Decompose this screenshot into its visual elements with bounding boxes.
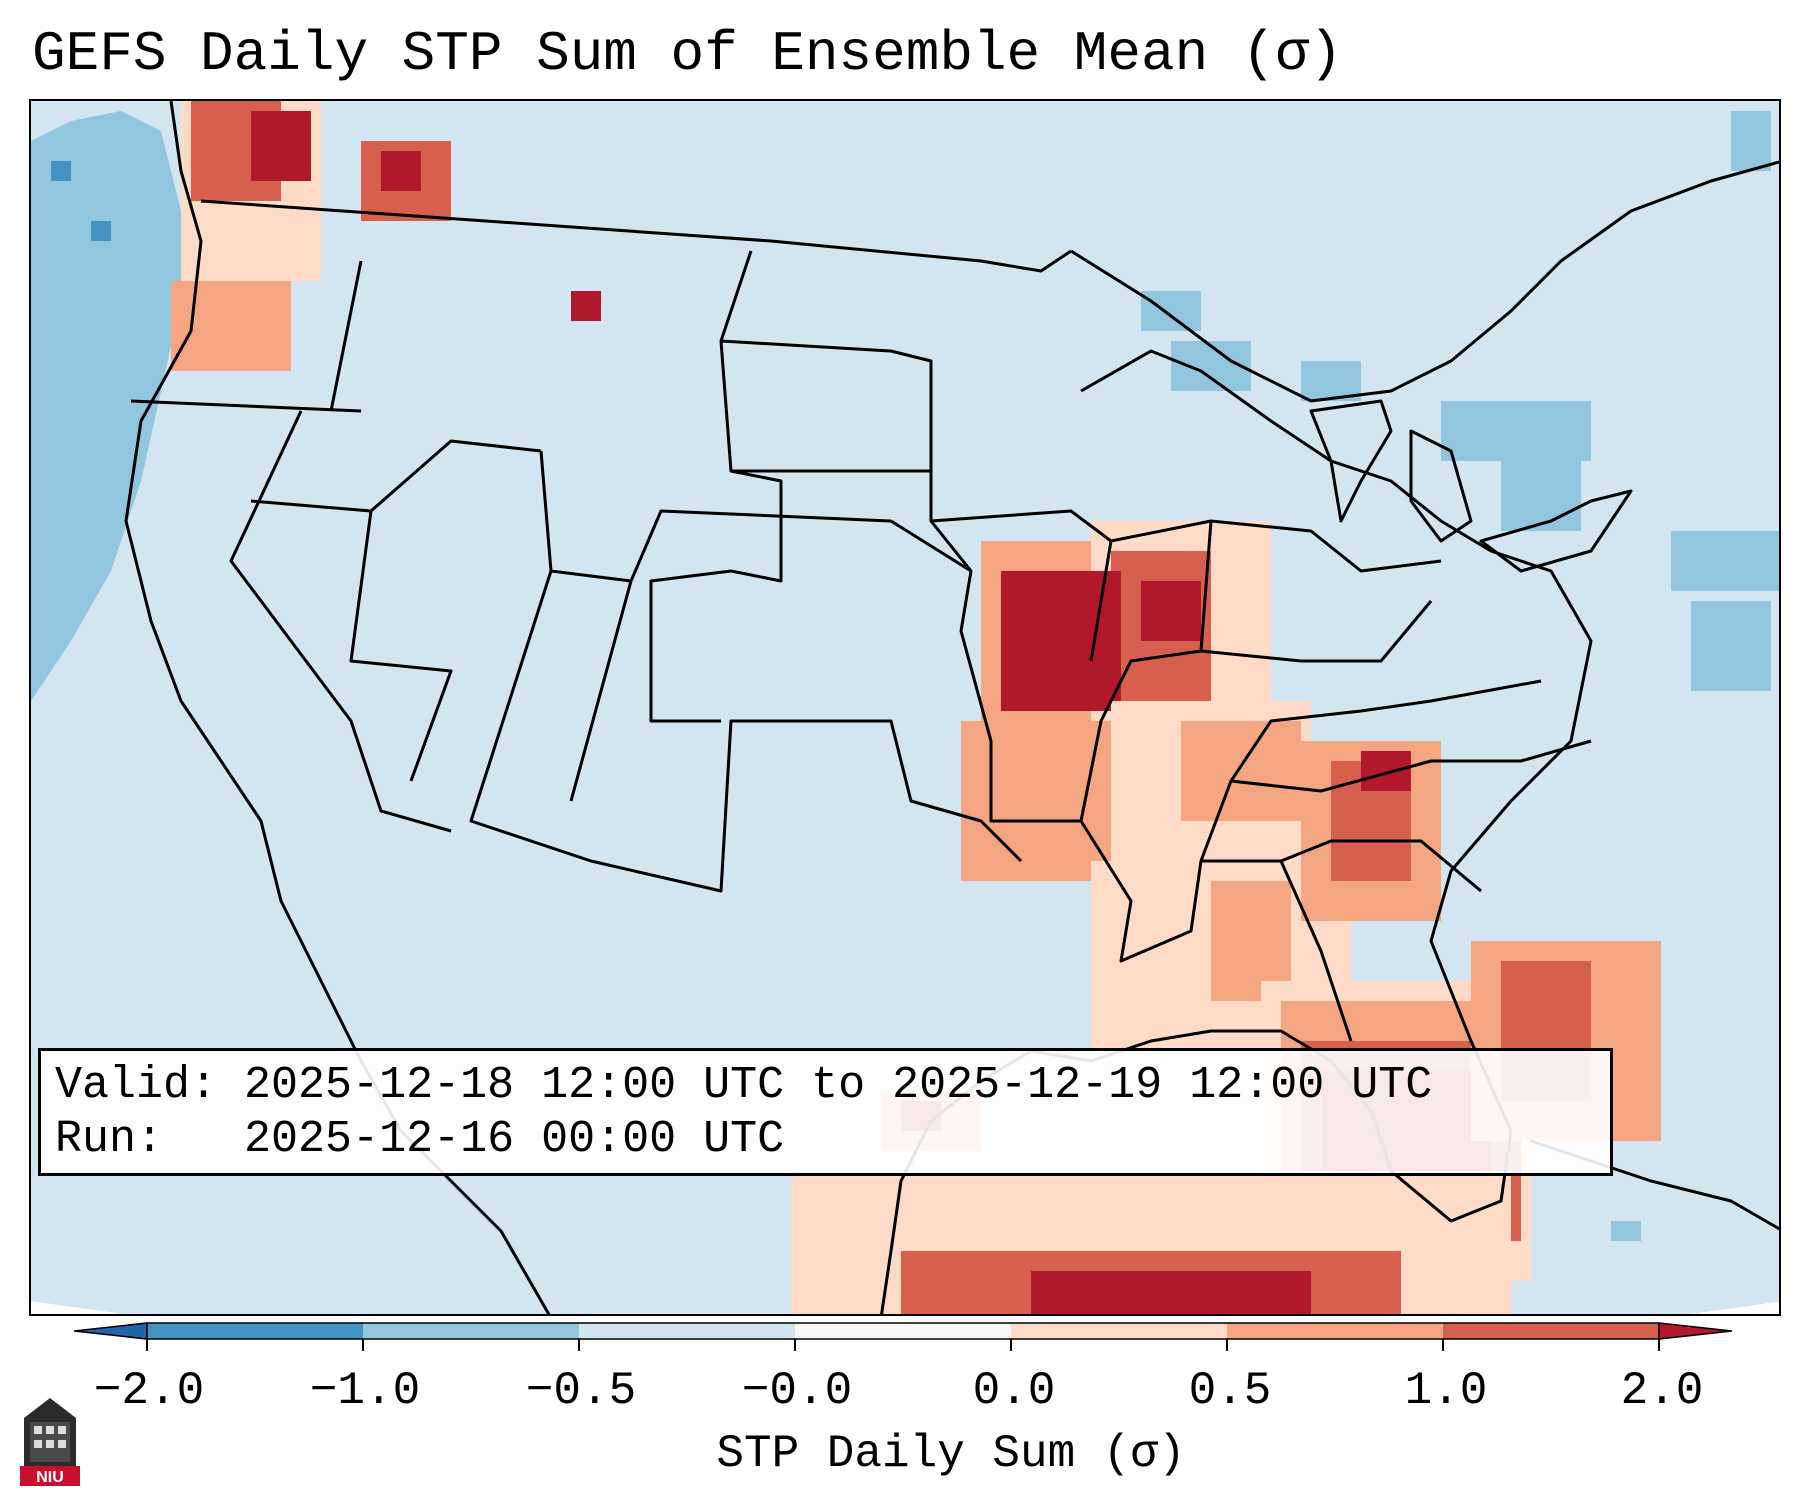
colorbar-under-extension	[74, 1322, 148, 1340]
logo-text: NIU	[36, 1469, 64, 1486]
colorbar	[74, 1322, 1733, 1351]
colorbar-tick-3: −0.5	[525, 1365, 637, 1417]
us-canada-border	[200, 199, 1072, 273]
great-lakes	[1309, 399, 1633, 573]
colorbar-bin	[147, 1323, 363, 1339]
colorbar-tick-5: 0.0	[972, 1365, 1056, 1417]
colorbar-bin	[363, 1323, 579, 1339]
strong-negative-cells	[51, 161, 111, 241]
niu-logo-icon: NIU	[20, 1398, 80, 1486]
valid-time: 2025-12-18 12:00 UTC to 2025-12-19 12:00…	[244, 1060, 1433, 1111]
colorbar-bin	[1443, 1323, 1659, 1339]
colorbar-tick-2: −1.0	[309, 1365, 421, 1417]
run-info-box: Valid: 2025-12-18 12:00 UTC to 2025-12-1…	[38, 1048, 1613, 1176]
colorbar-bin	[1011, 1323, 1227, 1339]
colorbar-tick-1: −2.0	[93, 1365, 205, 1417]
colorbar-bin	[795, 1323, 1011, 1339]
colorbar-tick-4: −0.0	[741, 1365, 853, 1417]
valid-label: Valid:	[55, 1060, 218, 1111]
negative-anomaly-cells	[31, 111, 1779, 1241]
colorbar-tick-6: 0.5	[1188, 1365, 1272, 1417]
colorbar-label: STP Daily Sum (σ)	[716, 1428, 1186, 1480]
colorbar-over-extension	[1658, 1322, 1733, 1340]
colorbar-bin	[579, 1323, 795, 1339]
state-borders	[130, 250, 1592, 1042]
colorbar-tick-8: 2.0	[1620, 1365, 1704, 1417]
colorbar-tick-7: 1.0	[1404, 1365, 1488, 1417]
colorbar-outline	[146, 1322, 1660, 1340]
chart-title: GEFS Daily STP Sum of Ensemble Mean (σ)	[32, 22, 1343, 86]
run-time: 2025-12-16 00:00 UTC	[244, 1114, 785, 1165]
northern-border	[1070, 160, 1779, 403]
colorbar-bin	[1227, 1323, 1443, 1339]
run-label: Run:	[55, 1114, 164, 1165]
